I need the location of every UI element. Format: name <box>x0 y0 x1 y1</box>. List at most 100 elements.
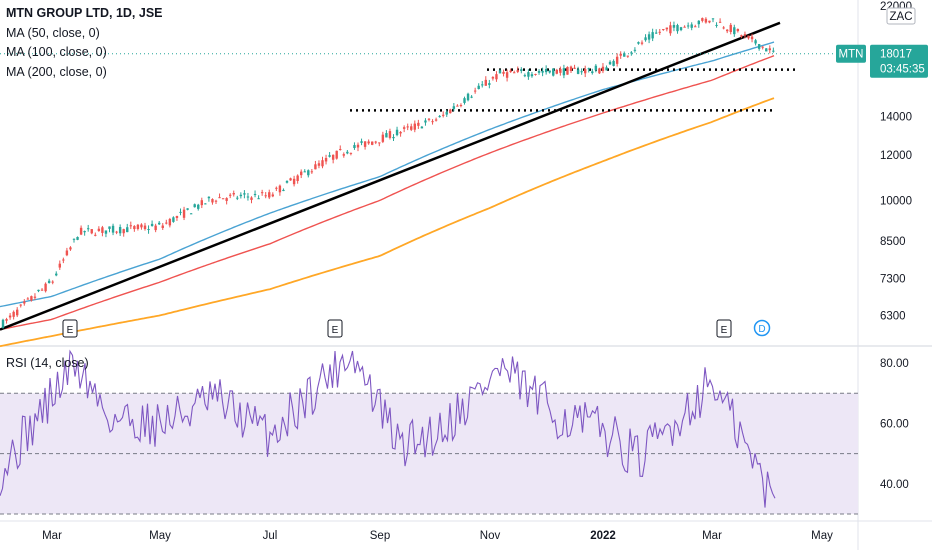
candle-body <box>296 175 299 181</box>
candle-body <box>214 200 218 202</box>
candle-body <box>679 27 683 31</box>
time-tick-label: 2022 <box>590 530 616 542</box>
candle-body <box>459 105 463 107</box>
rsi-tick-label: 40.00 <box>880 479 909 491</box>
candle-body <box>548 70 551 73</box>
candle-body <box>765 48 768 52</box>
trend-line <box>0 21 781 331</box>
candle-body <box>683 26 686 28</box>
candle-body <box>449 109 452 114</box>
candle-body <box>47 280 51 283</box>
candle-body <box>30 296 33 301</box>
candle-body <box>555 69 558 74</box>
candle-body <box>601 66 605 72</box>
candle-body <box>314 164 317 170</box>
candle-body <box>12 311 15 317</box>
candle-body <box>637 42 640 44</box>
candle-body <box>5 319 8 321</box>
price-badge-value: 18017 <box>880 49 912 61</box>
candle-body <box>335 150 338 159</box>
candle-body <box>445 112 448 115</box>
candle-body <box>360 141 363 143</box>
candle-body <box>552 68 555 76</box>
price-tick-label: 6300 <box>880 310 906 322</box>
candle-body <box>605 67 608 71</box>
candle-body <box>186 208 189 210</box>
rsi-line <box>0 349 776 508</box>
candle-body <box>94 234 97 236</box>
candle-body <box>488 83 491 85</box>
candle-body <box>708 20 711 23</box>
earnings-marker <box>62 319 78 338</box>
currency-box <box>886 7 916 25</box>
candle-body <box>651 32 654 39</box>
candle-body <box>150 223 154 226</box>
candle-body <box>175 215 179 218</box>
candle-body <box>374 141 377 143</box>
candle-body <box>339 148 342 150</box>
candle-body <box>321 160 324 167</box>
candle-body <box>534 73 537 75</box>
candle-body <box>694 26 697 28</box>
candle-body <box>399 131 402 134</box>
candle-body <box>143 225 147 230</box>
candle-body <box>342 154 345 156</box>
candle-body <box>371 141 374 145</box>
candle-body <box>662 29 665 31</box>
candle-body <box>644 37 647 41</box>
candle-body <box>300 171 303 176</box>
candle-body <box>619 53 622 56</box>
candle-body <box>271 194 274 197</box>
candle-body <box>353 145 356 149</box>
candle-body <box>16 309 19 316</box>
price-tick-label: 14000 <box>880 112 912 124</box>
price-badge <box>870 44 928 78</box>
candle-body <box>417 122 420 126</box>
candle-body <box>495 74 498 80</box>
candle-body <box>569 66 573 71</box>
time-tick-label: Mar <box>42 530 62 542</box>
candle-body <box>87 228 90 230</box>
earnings-marker <box>716 319 732 338</box>
candle-body <box>26 298 30 300</box>
candle-body <box>136 224 140 230</box>
chart-legend: MTN GROUP LTD, 1D, JSE MA (50, close, 0)… <box>6 4 163 82</box>
candle-body <box>576 69 580 74</box>
candle-body <box>55 273 58 276</box>
candle-body <box>44 283 47 292</box>
candle-body <box>388 131 392 138</box>
candle-body <box>218 197 221 199</box>
candle-body <box>509 70 512 73</box>
candle-body <box>424 120 427 123</box>
candle-body <box>701 18 704 21</box>
candle-body <box>608 61 612 65</box>
candle-body <box>513 72 516 74</box>
candle-body <box>676 25 679 32</box>
candle-body <box>275 187 278 189</box>
candle-body <box>307 170 310 176</box>
earnings-marker-label: E <box>67 325 74 336</box>
price-tick-label: 12000 <box>880 150 912 162</box>
countdown-label: 03:45:35 <box>880 64 925 76</box>
candle-body <box>165 222 168 224</box>
candle-body <box>122 229 125 234</box>
candle-body <box>630 52 633 54</box>
candle-body <box>193 204 196 208</box>
candle-body <box>363 141 367 147</box>
ma100-line <box>0 55 775 331</box>
candle-body <box>37 289 40 292</box>
candles <box>1 17 775 329</box>
candle-body <box>179 211 182 213</box>
candle-body <box>640 42 644 44</box>
candle-body <box>111 225 115 233</box>
candle-body <box>278 185 282 193</box>
candle-body <box>431 121 434 123</box>
candle-body <box>434 119 438 121</box>
candle-body <box>722 27 725 29</box>
candle-body <box>594 65 598 71</box>
candle-body <box>559 68 562 73</box>
candle-body <box>743 34 747 36</box>
candle-body <box>246 196 250 198</box>
candle-body <box>225 198 228 201</box>
